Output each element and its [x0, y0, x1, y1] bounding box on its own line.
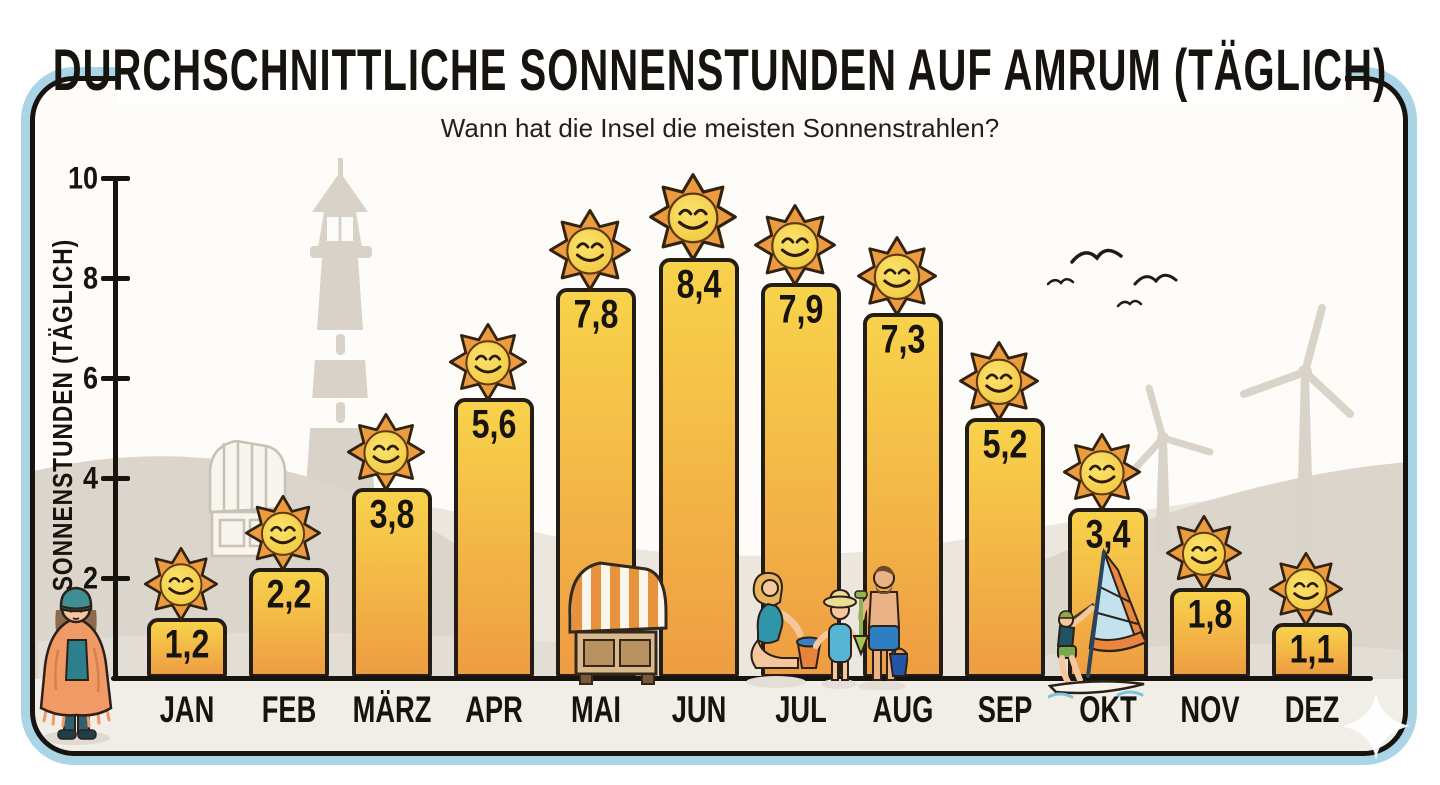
beach-family-icon [746, 565, 908, 690]
smiling-sun-icon [1062, 432, 1142, 517]
smiling-sun-icon [1165, 514, 1243, 597]
bar-value-sep: 5,2 [983, 422, 1028, 467]
chart-canvas: SONNENSTUNDEN (TÄGLICH) 0246810 1,2JAN2,… [35, 81, 1403, 751]
lighthouse-icon [305, 158, 375, 502]
mother-figure [750, 571, 804, 669]
x-label-okt: OKT [1078, 688, 1137, 731]
y-tick-8: 8 [82, 260, 98, 296]
shovel-icon [852, 590, 870, 657]
y-tick-mark-6 [101, 376, 130, 381]
y-tick-mark-2 [101, 576, 130, 581]
smiling-sun-icon [958, 340, 1040, 427]
bar-value-dez: 1,1 [1289, 627, 1335, 672]
x-label-sep: SEP [978, 688, 1033, 731]
smiling-sun-icon [1268, 551, 1344, 632]
bar-okt: 3,4 [1067, 508, 1148, 678]
x-label-feb: FEB [262, 688, 317, 731]
page-title: DURCHSCHNITTLICHE SONNENSTUNDEN AUF AMRU… [52, 39, 1388, 103]
y-tick-4: 4 [82, 460, 98, 496]
bar-apr: 5,6 [453, 398, 534, 678]
sand-ground [35, 679, 1403, 751]
x-label-jul: JUL [775, 688, 827, 731]
bar-value-apr: 5,6 [471, 402, 517, 447]
wind-turbines-icon [1126, 304, 1354, 556]
sparkle-icon [1342, 692, 1410, 760]
windsurfer-icon [1048, 547, 1148, 699]
y-tick-mark-4 [101, 476, 130, 481]
y-tick-2: 2 [82, 560, 98, 596]
smiling-sun-icon [244, 494, 322, 577]
sand-bucket-blue [888, 647, 908, 677]
bar-maerz: 3,8 [351, 488, 432, 678]
bar-sep: 5,2 [965, 418, 1046, 678]
bar-value-jul: 7,9 [778, 287, 824, 332]
y-tick-10: 10 [67, 160, 98, 196]
y-tick-mark-8 [101, 276, 130, 281]
smiling-sun-icon [753, 203, 837, 292]
y-tick-6: 6 [82, 360, 98, 396]
bar-value-feb: 2,2 [266, 572, 312, 617]
page-subtitle: Wann hat die Insel die meisten Sonnenstr… [440, 113, 1000, 143]
smiling-sun-icon [143, 546, 219, 627]
y-axis-line [113, 176, 118, 680]
chart-scene: SONNENSTUNDEN (TÄGLICH) 0246810 1,2JAN2,… [35, 81, 1403, 751]
cold-person-icon [39, 586, 113, 745]
bar-nov: 1,8 [1170, 588, 1250, 678]
beach-chair-icon [568, 561, 668, 685]
smiling-sun-icon [856, 235, 938, 322]
smiling-sun-icon [648, 172, 738, 267]
x-label-aug: AUG [872, 688, 934, 731]
seagulls-icon [1046, 248, 1178, 308]
bar-value-maerz: 3,8 [369, 492, 414, 537]
x-label-jan: JAN [159, 688, 215, 731]
x-axis-baseline [111, 676, 1373, 681]
x-label-apr: APR [465, 688, 523, 731]
bar-value-mai: 7,8 [573, 292, 619, 337]
bar-value-jan: 1,2 [164, 622, 210, 667]
bar-jan: 1,2 [147, 618, 227, 678]
bar-value-jun: 8,4 [676, 262, 721, 307]
bar-value-aug: 7,3 [880, 317, 926, 362]
bar-feb: 2,2 [249, 568, 330, 678]
bar-value-nov: 1,8 [1187, 592, 1233, 637]
x-label-nov: NOV [1180, 688, 1240, 731]
x-label-dez: DEZ [1285, 688, 1340, 731]
bar-jun: 8,4 [658, 258, 739, 678]
smiling-sun-icon [448, 322, 528, 407]
y-tick-mark-10 [101, 176, 130, 181]
x-label-maerz: MÄRZ [352, 688, 431, 731]
smiling-sun-icon [548, 208, 632, 297]
smiling-sun-icon [346, 412, 426, 497]
bar-value-okt: 3,4 [1085, 512, 1131, 557]
x-label-jun: JUN [671, 688, 726, 731]
x-label-mai: MAI [571, 688, 622, 731]
